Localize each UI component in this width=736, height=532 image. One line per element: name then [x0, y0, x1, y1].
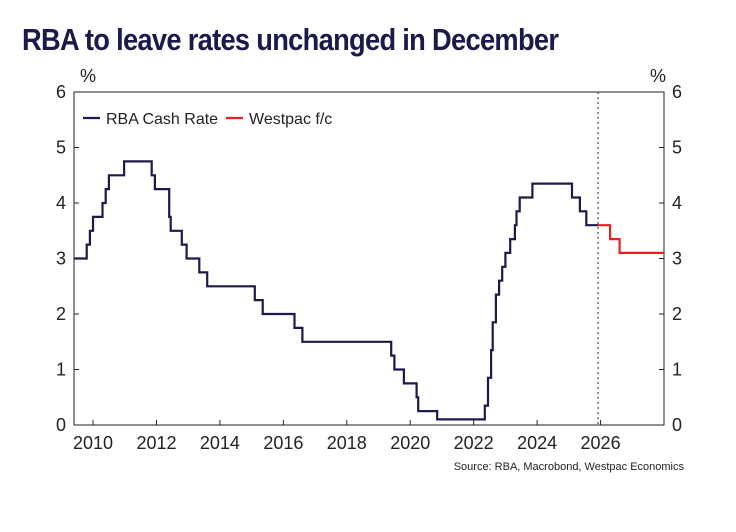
series-line-westpac-forecast	[598, 224, 664, 254]
y-tick-label-left: 2	[56, 304, 66, 324]
y-axis-left: 0 1 2 3 4 5 6	[56, 82, 79, 435]
y-tick-label-left: 4	[56, 193, 66, 213]
x-tick-label: 2016	[263, 433, 303, 453]
chart-title: RBA to leave rates unchanged in December	[22, 22, 559, 57]
y-tick-label-left: 3	[56, 249, 66, 269]
y-axis-right: 0 1 2 3 4 5 6	[659, 82, 682, 435]
y-tick-label-right: 0	[672, 415, 682, 435]
y-tick-label-right: 3	[672, 249, 682, 269]
legend: RBA Cash Rate Westpac f/c	[83, 111, 332, 128]
x-axis: 2010 2012 2014 2016 2018 2020 2022 2024 2026	[73, 420, 621, 453]
x-tick-label: 2020	[390, 433, 430, 453]
y-tick-label-right: 1	[672, 360, 682, 380]
y-unit-left: %	[80, 66, 96, 86]
y-tick-label-right: 6	[672, 82, 682, 102]
source-note: Source: RBA, Macrobond, Westpac Economic…	[454, 461, 685, 473]
y-tick-label-right: 2	[672, 304, 682, 324]
x-tick-label: 2018	[327, 433, 367, 453]
y-tick-label-left: 5	[56, 138, 66, 158]
y-tick-label-left: 6	[56, 82, 66, 102]
series-line-rba-cash-rate	[74, 160, 598, 421]
x-tick-label: 2026	[581, 433, 621, 453]
y-tick-label-left: 0	[56, 415, 66, 435]
y-tick-label-right: 4	[672, 193, 682, 213]
y-tick-label-left: 1	[56, 360, 66, 380]
legend-label-westpac-forecast: Westpac f/c	[249, 111, 332, 128]
x-tick-label: 2012	[136, 433, 176, 453]
y-tick-label-right: 5	[672, 138, 682, 158]
x-tick-label: 2010	[73, 433, 113, 453]
x-tick-label: 2024	[517, 433, 557, 453]
legend-label-rba-cash-rate: RBA Cash Rate	[106, 111, 218, 128]
x-tick-label: 2022	[454, 433, 494, 453]
y-unit-right: %	[650, 66, 666, 86]
x-tick-label: 2014	[200, 433, 240, 453]
plot-frame	[73, 91, 665, 426]
